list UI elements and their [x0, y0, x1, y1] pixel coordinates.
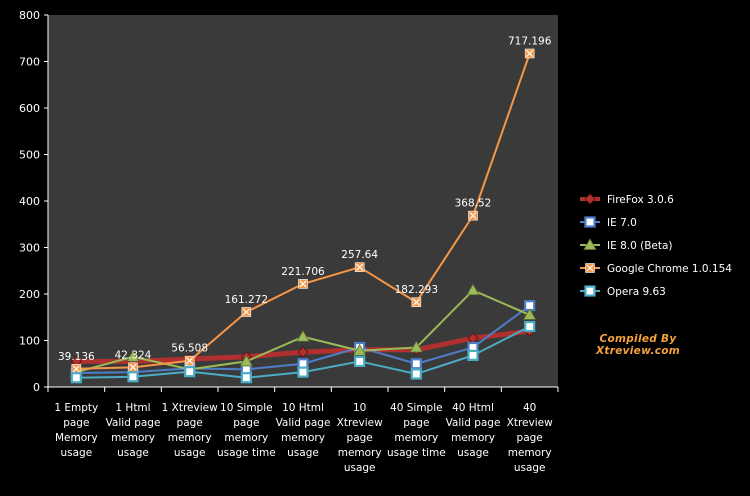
x-category-label: 40 Xtreview page memory usage — [507, 402, 553, 474]
data-point — [126, 349, 140, 362]
y-tick-label: 500 — [19, 149, 40, 162]
data-point — [410, 358, 422, 370]
data-point — [184, 366, 196, 378]
y-tick-label: 0 — [33, 381, 40, 394]
x-category-label: 1 Html Valid page memory usage — [106, 402, 161, 459]
data-label: 717.196 — [508, 36, 552, 48]
data-point — [410, 368, 422, 380]
data-point-cross — [186, 357, 194, 365]
series-layer — [69, 48, 537, 384]
x-category-label: 10 Html Valid page memory usage — [276, 402, 331, 459]
data-point — [409, 340, 424, 353]
data-label: 39.136 — [58, 351, 95, 363]
x-category-label: 1 Xtreview page memory usage — [162, 402, 218, 459]
data-point — [297, 346, 309, 358]
data-point — [584, 216, 596, 228]
data-point — [584, 193, 596, 205]
data-point-cross — [72, 365, 80, 373]
y-tick-label: 600 — [19, 102, 40, 115]
y-tick-label: 200 — [19, 288, 40, 301]
data-label: 182.293 — [395, 284, 438, 296]
data-point-cross — [356, 263, 364, 271]
legend-label: FireFox 3.0.6 — [607, 194, 674, 206]
data-point — [467, 349, 479, 361]
data-label: 161.272 — [225, 294, 268, 306]
data-point — [296, 329, 310, 342]
x-category-label: 1 Empty page Memory usage — [54, 402, 98, 459]
annotation-line-1: Compiled By — [599, 333, 677, 345]
legend-label: Google Chrome 1.0.154 — [607, 263, 732, 275]
y-tick-label: 400 — [19, 195, 40, 208]
data-point — [522, 308, 537, 320]
data-point — [127, 371, 139, 383]
legend: FireFox 3.0.6 IE 7.0 IE 8.0 (Beta) Google C… — [580, 193, 732, 298]
legend-label: Opera 9.63 — [607, 286, 666, 298]
x-category-label: 10 Simple page memory usage time — [217, 402, 276, 459]
data-point — [583, 238, 597, 250]
data-point — [297, 366, 309, 378]
data-label: 56.508 — [171, 343, 208, 355]
data-point — [239, 354, 254, 367]
data-point — [524, 320, 536, 333]
plot-area — [48, 15, 558, 387]
legend-label: IE 8.0 (Beta) — [607, 240, 673, 252]
x-category-label: 40 Simple page memory usage time — [387, 402, 446, 459]
data-point — [70, 372, 82, 384]
y-tick-label: 700 — [19, 56, 40, 69]
series-opera-9-63 — [70, 320, 536, 384]
legend-item: IE 8.0 (Beta) — [580, 238, 673, 252]
data-point — [466, 283, 480, 296]
series-google-chrome-1-0-154 — [71, 48, 535, 374]
data-point-cross — [586, 264, 594, 272]
data-point-cross — [469, 212, 477, 220]
legend-item: FireFox 3.0.6 — [580, 193, 674, 206]
y-tick-label: 800 — [19, 9, 40, 22]
data-labels: 39.136 42.324 56.508 161.272 221.706 257.64 18… — [58, 36, 552, 363]
data-label: 221.706 — [281, 266, 325, 278]
data-point — [354, 355, 366, 368]
data-label: 257.64 — [341, 249, 378, 261]
legend-item: IE 7.0 — [580, 216, 637, 229]
data-point — [352, 343, 367, 356]
data-point-cross — [129, 363, 137, 371]
data-point — [240, 372, 252, 384]
y-axis: 0 100 200 300 400 500 600 700 800 — [19, 9, 49, 394]
legend-label: IE 7.0 — [607, 217, 637, 229]
x-category-label: 10 Xtreview page memory usage — [337, 402, 383, 474]
data-label: 368.52 — [455, 198, 492, 210]
y-tick-label: 300 — [19, 242, 40, 255]
data-label: 42.324 — [115, 349, 152, 361]
compiled-by-annotation: Compiled By Xtreview.com — [583, 333, 693, 357]
data-point-cross — [412, 298, 420, 306]
legend-item: Opera 9.63 — [580, 285, 666, 298]
annotation-line-2: Xtreview.com — [596, 345, 680, 357]
data-point-cross — [242, 308, 250, 316]
y-tick-label: 100 — [19, 335, 40, 348]
data-point-cross — [526, 50, 534, 57]
data-point — [584, 285, 596, 297]
x-category-label: 40 Html Valid page memory usage — [446, 402, 501, 459]
data-point-cross — [299, 280, 307, 288]
legend-item: Google Chrome 1.0.154 — [580, 263, 732, 275]
